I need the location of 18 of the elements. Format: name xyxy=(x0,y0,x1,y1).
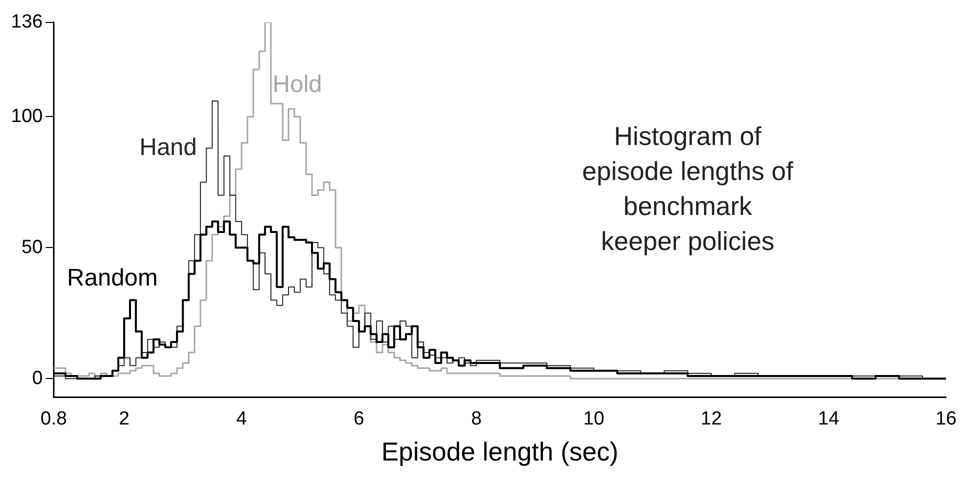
x-tick-label: 12 xyxy=(700,408,722,430)
x-tick-label: 8 xyxy=(471,408,482,430)
x-tick-label: 10 xyxy=(583,408,604,430)
text: Histogram of episode lengths of benchmark keeper policies xyxy=(582,121,794,256)
series-label: Hold xyxy=(272,70,322,98)
y-tick-label: 50 xyxy=(22,236,43,258)
y-tick-label: 0 xyxy=(32,368,43,389)
x-tick-label: 6 xyxy=(354,408,364,430)
x-axis-title: Episode length (sec) xyxy=(381,436,618,467)
y-tick-label: 100 xyxy=(11,106,43,127)
x-tick-label: 4 xyxy=(236,408,248,430)
x-tick-label: 14 xyxy=(818,408,840,430)
x-tick-label: 16 xyxy=(935,408,957,430)
x-tick-label: 0.8 xyxy=(40,408,67,430)
x-tick-label: 2 xyxy=(118,408,130,430)
y-tick-label: 136 xyxy=(11,12,43,33)
series-label: Random xyxy=(67,264,158,292)
series-label: Hand xyxy=(139,134,197,161)
